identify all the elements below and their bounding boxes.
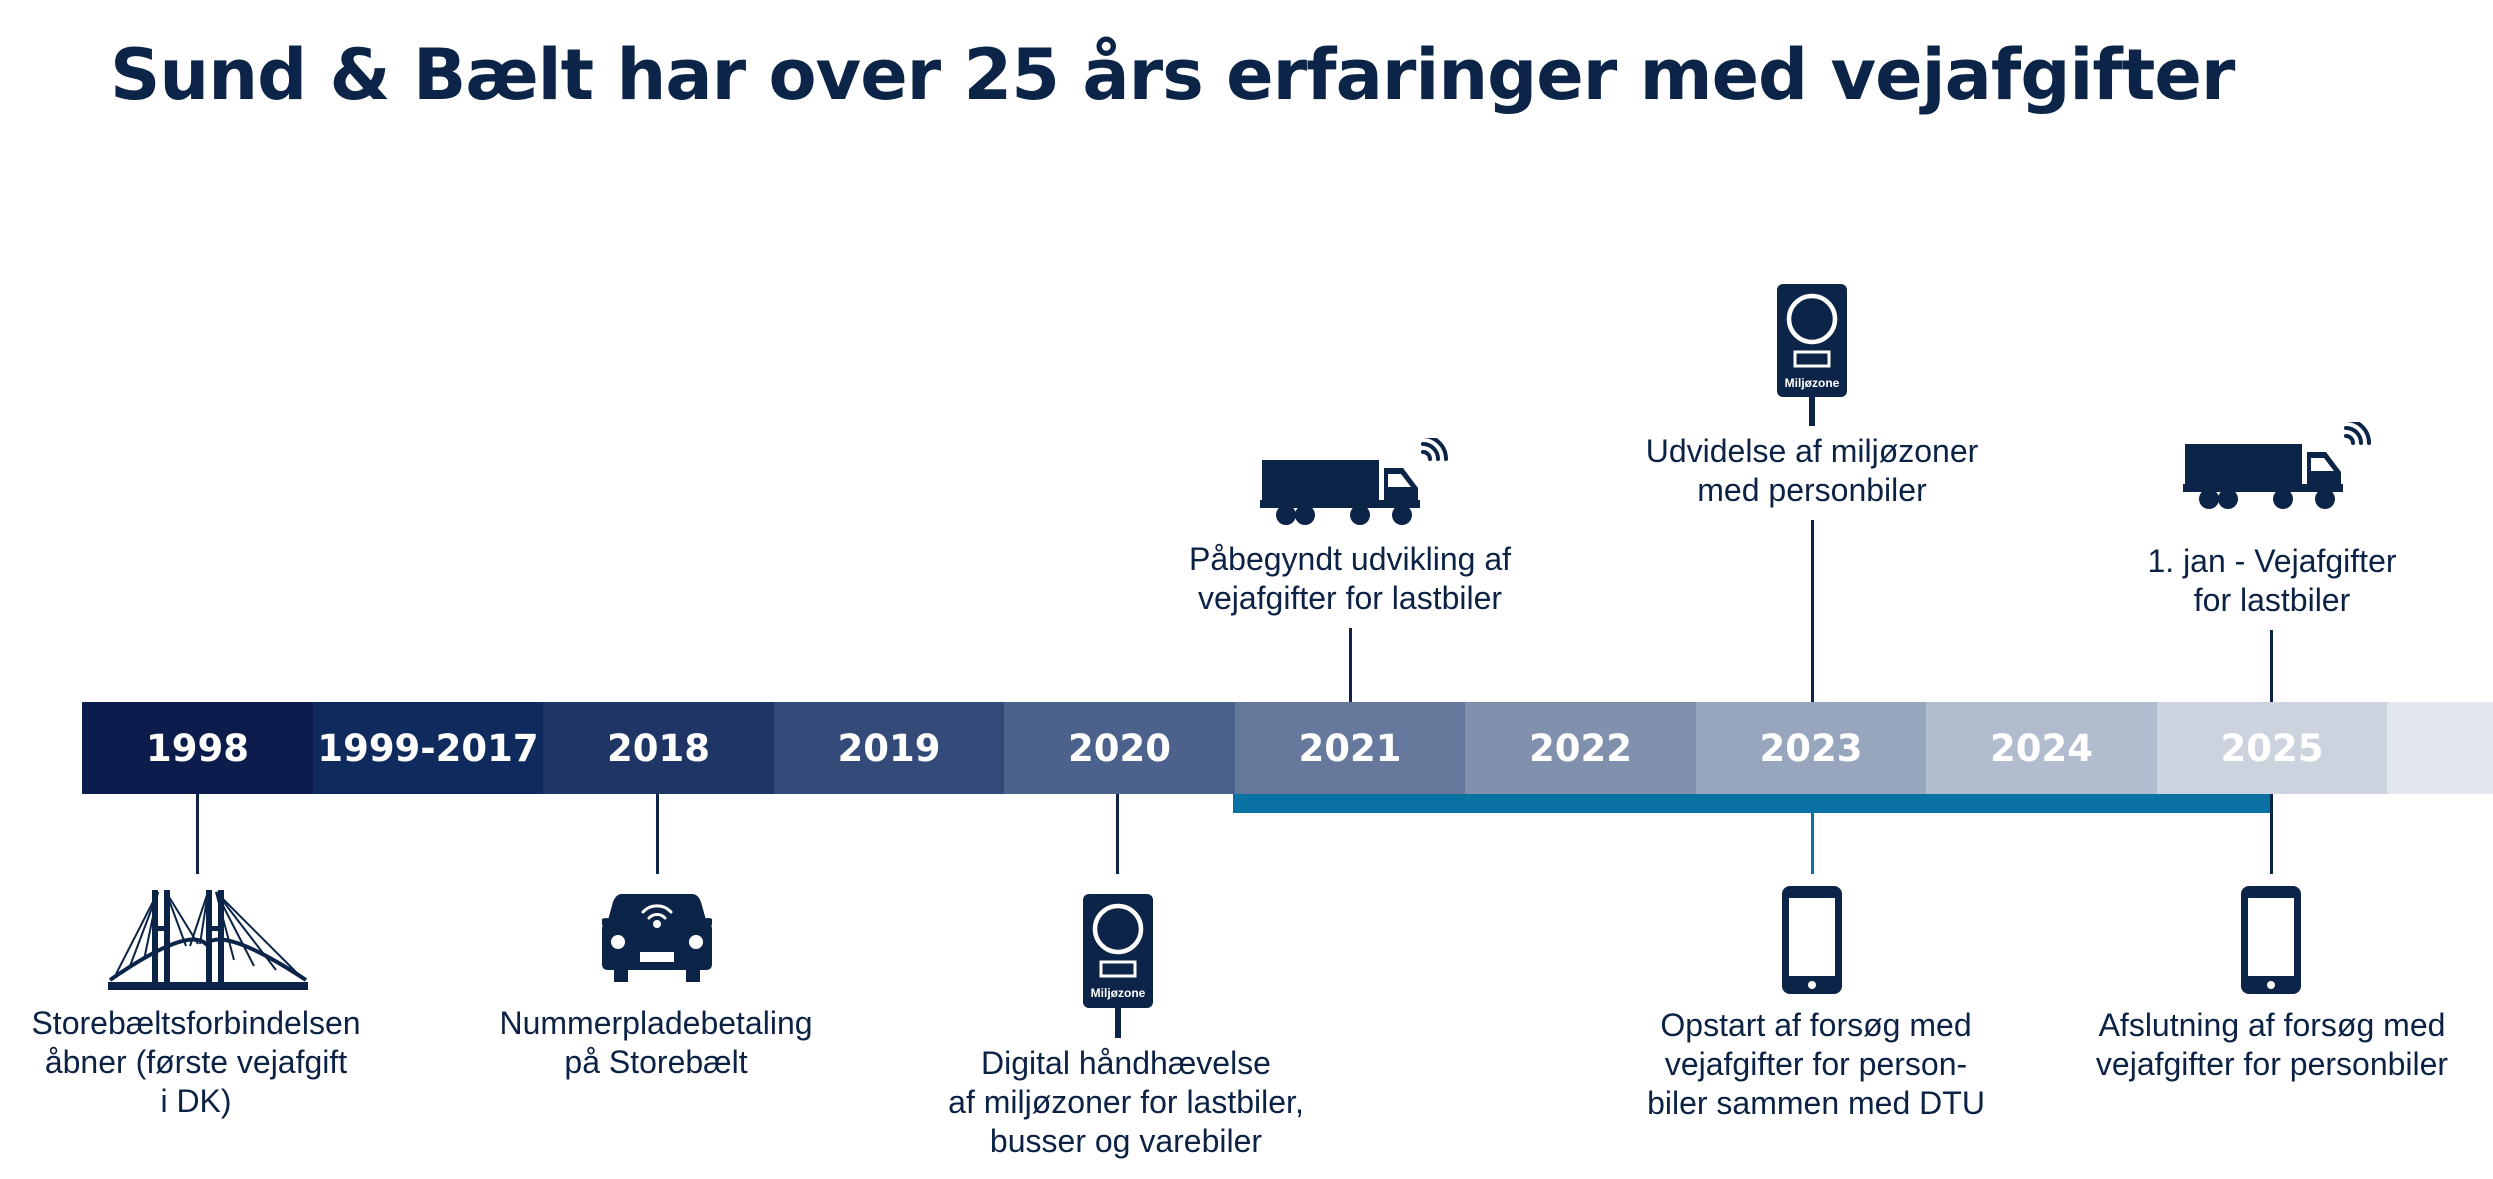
event-2020: Digital håndhævelse af miljøzoner for la… (906, 1044, 1346, 1161)
connector-2023-above (1811, 520, 1814, 702)
event-2020-text: Digital håndhævelse af miljøzoner for la… (948, 1045, 1304, 1159)
bridge-icon (108, 890, 308, 990)
connector-1998 (196, 794, 199, 874)
timeline-segment-2022: 2022 (1465, 702, 1696, 794)
event-2023-below-text: Opstart af forsøg med vejafgifter for pe… (1647, 1007, 1985, 1121)
timeline-segment-future (2387, 702, 2493, 794)
event-2025-below-text: Afslutning af forsøg med vejafgifter for… (2095, 1007, 2449, 1082)
connector-2025-above (2270, 630, 2273, 702)
event-2023-above: Udvidelse af miljøzoner med personbiler (1592, 432, 2032, 510)
event-2021-text: Påbegyndt udvikling af vejafgifter for l… (1189, 541, 1511, 616)
smartphone-icon (1782, 886, 1842, 994)
timeline-segment-1998: 1998 (82, 702, 313, 794)
event-2018: Nummerpladebetaling på Storebælt (436, 1004, 876, 1082)
timeline-bar: 1998 1999-2017 2018 2019 2020 2021 2022 … (82, 702, 2493, 794)
truck-icon (1260, 438, 1448, 525)
sign-label: Miljøzone (1785, 376, 1840, 390)
timeline-segment-2024: 2024 (1926, 702, 2157, 794)
event-2021: Påbegyndt udvikling af vejafgifter for l… (1130, 540, 1570, 618)
timeline-segment-2020: 2020 (1004, 702, 1235, 794)
timeline-segment-2019: 2019 (774, 702, 1004, 794)
page-title: Sund & Bælt har over 25 års erfaringer m… (110, 34, 2235, 116)
timeline-segment-2021: 2021 (1235, 702, 1465, 794)
event-1998-text: Storebæltsforbindelsen åbner (første vej… (31, 1005, 361, 1119)
car-icon (602, 894, 712, 982)
connector-2021 (1349, 628, 1352, 702)
sign-label: Miljøzone (1091, 986, 1146, 1000)
trial-period-line (1233, 794, 2273, 813)
connector-2023-below (1811, 813, 1814, 874)
miljozone-sign-icon: Miljøzone (1777, 284, 1847, 426)
timeline-segment-1999-2017: 1999-2017 (313, 702, 543, 794)
connector-2025-below (2270, 794, 2273, 874)
smartphone-icon (2241, 886, 2301, 994)
event-2023-above-text: Udvidelse af miljøzoner med personbiler (1645, 433, 1979, 508)
event-2018-text: Nummerpladebetaling på Storebælt (499, 1005, 813, 1080)
miljozone-sign-icon: Miljøzone (1083, 894, 1153, 1038)
timeline-segment-2023: 2023 (1696, 702, 1926, 794)
event-2025-below: Afslutning af forsøg med vejafgifter for… (2052, 1006, 2492, 1084)
event-2025-above-text: 1. jan - Vejafgifter for lastbiler (2147, 543, 2397, 618)
timeline-segment-2018: 2018 (543, 702, 774, 794)
event-1998: Storebæltsforbindelsen åbner (første vej… (0, 1004, 416, 1121)
connector-2018 (656, 794, 659, 874)
connector-2020 (1116, 794, 1119, 874)
truck-icon (2183, 422, 2371, 509)
event-2025-above: 1. jan - Vejafgifter for lastbiler (2052, 542, 2492, 620)
event-2023-below: Opstart af forsøg med vejafgifter for pe… (1596, 1006, 2036, 1123)
timeline-segment-2025: 2025 (2157, 702, 2387, 794)
